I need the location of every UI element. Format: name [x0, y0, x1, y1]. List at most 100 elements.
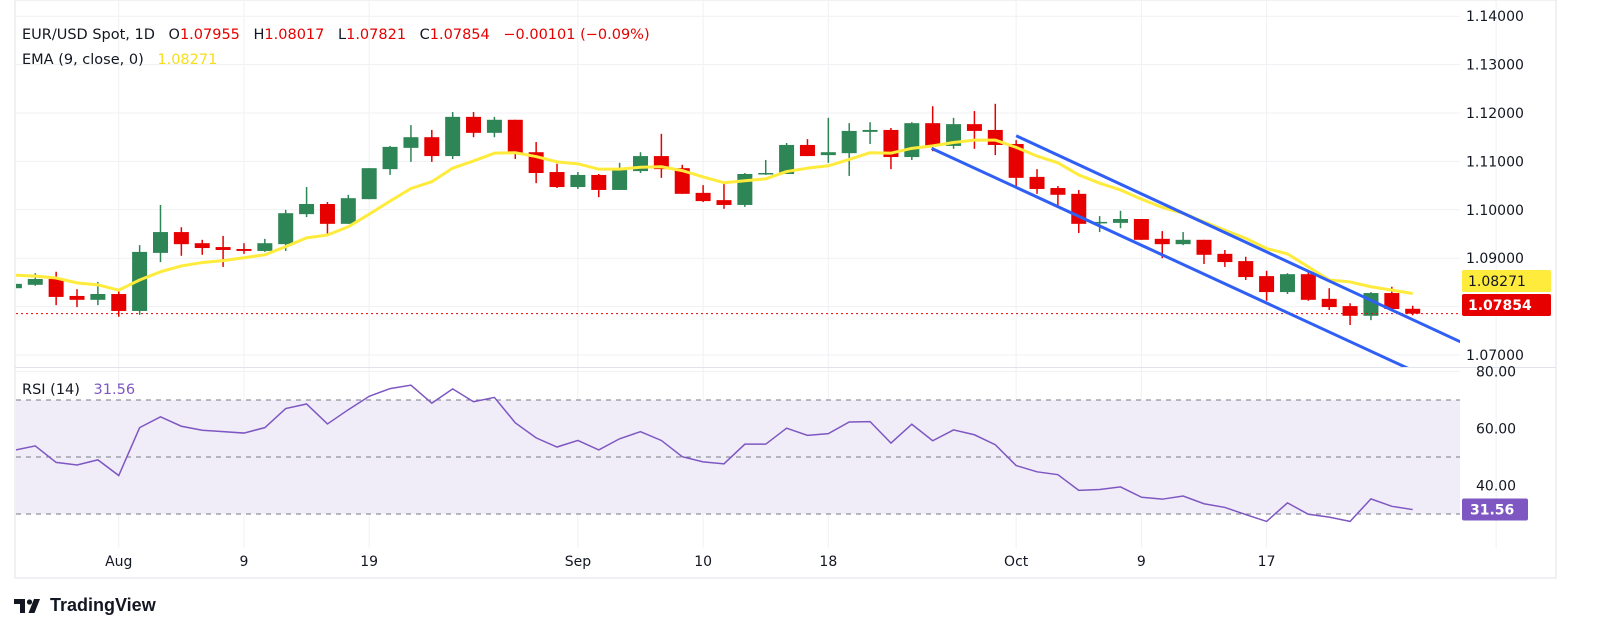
candle[interactable]	[1050, 186, 1066, 206]
candle[interactable]	[883, 128, 899, 170]
candle[interactable]	[904, 122, 920, 160]
candle[interactable]	[612, 162, 628, 190]
tradingview-brand[interactable]: TradingView	[14, 595, 156, 616]
candle[interactable]	[1092, 216, 1108, 233]
candle[interactable]	[7, 283, 22, 289]
rsi-value: 31.56	[93, 382, 136, 398]
symbol-title[interactable]: EUR/USD Spot, 1D	[22, 27, 155, 43]
rsi-axis[interactable]: 80.00 60.00 40.00 31.56	[1462, 365, 1528, 521]
candle[interactable]	[403, 125, 419, 162]
candle[interactable]	[1321, 288, 1337, 310]
candle[interactable]	[69, 289, 85, 308]
price-tick-label: 1.13000	[1466, 58, 1524, 74]
upper-channel-line[interactable]	[1015, 134, 1594, 404]
candle[interactable]	[1279, 273, 1295, 295]
candle-body	[361, 168, 377, 200]
candle[interactable]	[340, 194, 356, 224]
candle[interactable]	[549, 163, 565, 189]
candle[interactable]	[862, 122, 878, 144]
candle-body	[111, 294, 127, 311]
price-tick-label: 1.11000	[1466, 154, 1524, 170]
rsi-line[interactable]	[14, 384, 1413, 523]
candle[interactable]	[1259, 270, 1275, 301]
candle[interactable]	[716, 183, 732, 209]
price-tick-label: 1.10000	[1466, 203, 1524, 219]
candle-body	[1196, 239, 1212, 255]
candle[interactable]	[194, 239, 210, 255]
candle[interactable]	[466, 112, 482, 138]
candle-body	[445, 116, 461, 157]
candle-body	[799, 144, 815, 157]
candle[interactable]	[445, 112, 461, 159]
candle[interactable]	[1133, 218, 1149, 240]
candle[interactable]	[966, 111, 982, 149]
price-tick-label: 1.09000	[1466, 251, 1524, 267]
rsi-tick-label: 80.00	[1476, 365, 1516, 381]
candle[interactable]	[382, 145, 398, 175]
candle-body	[570, 174, 586, 188]
candle[interactable]	[695, 185, 711, 203]
candle-body	[1259, 276, 1275, 293]
candle[interactable]	[278, 209, 294, 251]
current-price-tag-bg	[1462, 294, 1551, 316]
rsi-legend[interactable]: RSI (14) 31.56	[22, 382, 135, 398]
candle-body	[1008, 143, 1024, 178]
time-tick-label: 9	[1137, 554, 1146, 570]
candle-body	[820, 152, 836, 156]
candle[interactable]	[173, 227, 189, 256]
ema-legend[interactable]: EMA (9, close, 0) 1.08271	[22, 52, 217, 68]
candle[interactable]	[319, 202, 335, 234]
candle-body	[340, 198, 356, 224]
lower-channel-line[interactable]	[931, 146, 1571, 443]
price-axis[interactable]: 1.14000 1.13000 1.12000 1.11000 1.10000 1.090…	[1462, 9, 1551, 364]
close-label: C	[419, 27, 430, 43]
candle[interactable]	[1238, 256, 1254, 280]
candle[interactable]	[1175, 232, 1191, 246]
time-axis[interactable]: Aug919Sep1018Oct917Nov	[105, 554, 1510, 570]
candle[interactable]	[758, 159, 774, 175]
candle[interactable]	[1113, 210, 1129, 229]
candle[interactable]	[570, 172, 586, 189]
candle-body	[1405, 308, 1421, 314]
tradingview-logo-icon	[14, 598, 40, 613]
candle[interactable]	[820, 117, 836, 163]
candle[interactable]	[1071, 189, 1087, 234]
candle-body	[299, 203, 315, 215]
candle-body	[1113, 218, 1129, 223]
candle[interactable]	[486, 116, 502, 138]
candle[interactable]	[299, 187, 315, 218]
candle[interactable]	[925, 106, 941, 152]
candle[interactable]	[361, 168, 377, 200]
candle[interactable]	[591, 173, 607, 198]
candle-body	[883, 129, 899, 158]
candle[interactable]	[1196, 239, 1212, 265]
candle-body	[278, 213, 294, 245]
candle[interactable]	[1300, 271, 1316, 301]
symbol-legend: EUR/USD Spot, 1D O1.07955 H1.08017 L1.07…	[22, 27, 650, 43]
candle[interactable]	[799, 139, 815, 157]
candle[interactable]	[236, 243, 252, 254]
price-tick-label: 1.14000	[1466, 9, 1524, 25]
time-tick-label: 10	[694, 554, 712, 570]
candle[interactable]	[737, 173, 753, 207]
candle[interactable]	[1342, 303, 1358, 325]
candle[interactable]	[424, 129, 440, 162]
candle-body	[486, 119, 502, 133]
rsi-tick-label: 60.00	[1476, 422, 1516, 438]
candle[interactable]	[257, 238, 273, 252]
candle-body	[716, 200, 732, 205]
change-value: −0.00101 (−0.09%)	[503, 27, 650, 43]
candle-body	[1050, 188, 1066, 195]
candle[interactable]	[841, 123, 857, 176]
candle[interactable]	[152, 204, 168, 263]
time-tick-label: Aug	[105, 554, 132, 570]
ema-price-tag-text: 1.08271	[1468, 274, 1526, 290]
candle-body	[257, 243, 273, 251]
candle[interactable]	[1217, 249, 1233, 267]
candle-body	[591, 174, 607, 190]
candle[interactable]	[1029, 169, 1045, 194]
candle-body	[69, 295, 85, 300]
candle[interactable]	[111, 289, 127, 317]
candle[interactable]	[779, 143, 795, 174]
